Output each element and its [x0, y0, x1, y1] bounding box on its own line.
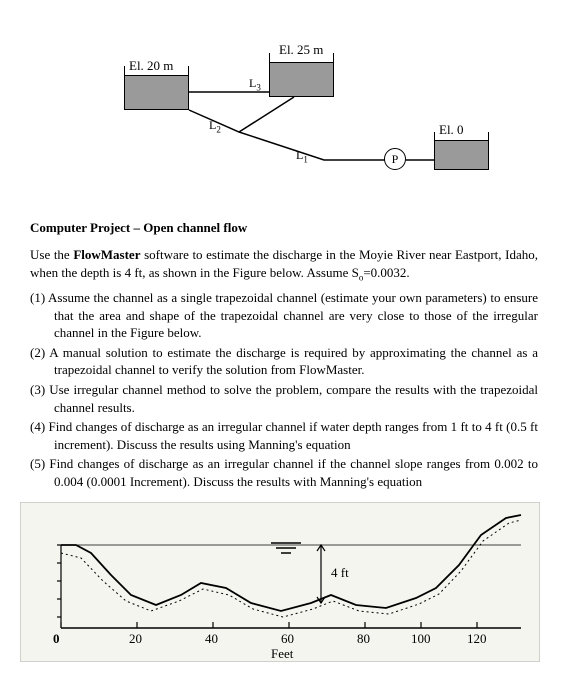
- pump: P: [384, 148, 406, 170]
- x-tick-label: 80: [357, 631, 370, 647]
- x-tick-label: 120: [467, 631, 487, 647]
- x-tick-label: 0: [53, 631, 60, 647]
- x-tick-label: 40: [205, 631, 218, 647]
- intro-paragraph: Use the FlowMaster software to estimate …: [30, 246, 538, 283]
- x-tick-label: 100: [411, 631, 431, 647]
- project-heading: Computer Project – Open channel flow: [30, 220, 538, 236]
- depth-label: 4 ft: [331, 565, 349, 581]
- list-item: (5) Find changes of discharge as an irre…: [30, 455, 538, 490]
- pipe-network-diagram: El. 20 m El. 25 m El. 0 L3 L2 L1 P: [34, 20, 534, 200]
- label-l3: L3: [249, 76, 261, 92]
- list-item: (3) Use irregular channel method to solv…: [30, 381, 538, 416]
- label-l1: L1: [296, 148, 308, 164]
- pipe-lines: [34, 20, 534, 200]
- label-l2: L2: [209, 118, 221, 134]
- list-item: (2) A manual solution to estimate the di…: [30, 344, 538, 379]
- list-item: (4) Find changes of discharge as an irre…: [30, 418, 538, 453]
- xaxis-title: Feet: [271, 646, 293, 662]
- task-list: (1) Assume the channel as a single trape…: [30, 289, 538, 490]
- x-tick-label: 60: [281, 631, 294, 647]
- channel-cross-section-chart: 0 20 40 60 80 100 120 4 ft Feet: [20, 502, 540, 662]
- x-tick-label: 20: [129, 631, 142, 647]
- list-item: (1) Assume the channel as a single trape…: [30, 289, 538, 342]
